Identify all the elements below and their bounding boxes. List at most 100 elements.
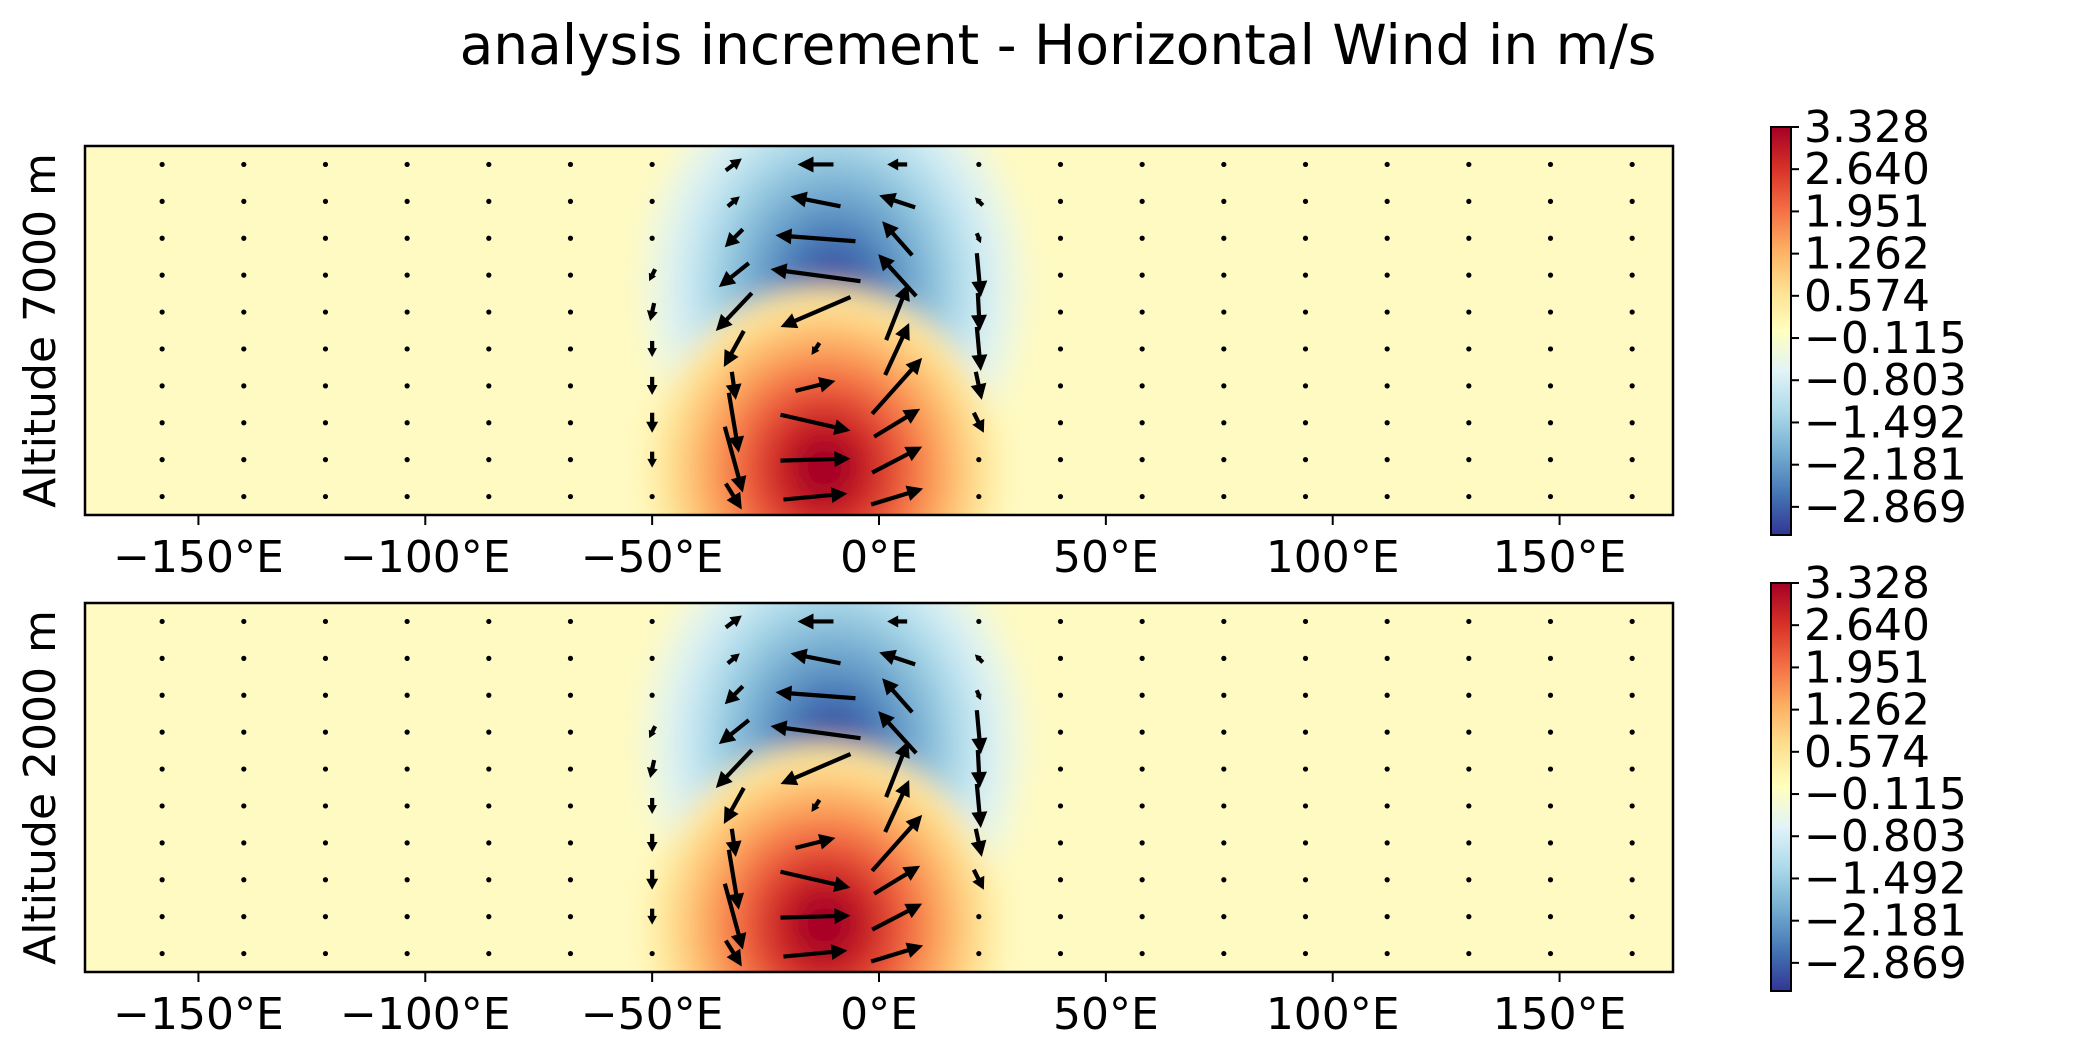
wind-vector-calm xyxy=(1303,766,1308,771)
wind-vector-calm xyxy=(1303,383,1308,388)
wind-vector-calm xyxy=(1548,162,1553,167)
wind-vector-calm xyxy=(323,656,328,661)
wind-vector-calm xyxy=(241,346,246,351)
wind-vector-calm xyxy=(1303,420,1308,425)
wind-vector-calm xyxy=(160,309,165,314)
wind-vector-calm xyxy=(486,494,491,499)
wind-vector-calm xyxy=(1466,273,1471,278)
wind-vector-calm xyxy=(1058,457,1063,462)
wind-vector-calm xyxy=(1058,199,1063,204)
wind-vector-calm xyxy=(323,457,328,462)
wind-vector-calm xyxy=(1221,951,1226,956)
wind-vector-calm xyxy=(1058,914,1063,919)
wind-vector-calm xyxy=(1385,309,1390,314)
wind-vector-calm xyxy=(1630,199,1635,204)
wind-vector-calm xyxy=(1140,803,1145,808)
wind-vector-calm xyxy=(1630,619,1635,624)
wind-vector-calm xyxy=(1058,383,1063,388)
wind-vector-calm xyxy=(1548,766,1553,771)
wind-vector-calm xyxy=(486,383,491,388)
wind-vector-calm xyxy=(160,457,165,462)
wind-vector-calm xyxy=(323,494,328,499)
wind-vector-calm xyxy=(160,877,165,882)
wind-vector-calm xyxy=(1140,383,1145,388)
wind-vector-calm xyxy=(1466,199,1471,204)
wind-vector-calm xyxy=(1385,619,1390,624)
wind-vector-calm xyxy=(405,457,410,462)
wind-vector-calm xyxy=(1303,162,1308,167)
wind-vector-calm xyxy=(568,730,573,735)
wind-vector-calm xyxy=(1385,693,1390,698)
wind-vector-calm xyxy=(160,656,165,661)
wind-vector-calm xyxy=(1466,383,1471,388)
wind-vector-calm xyxy=(1058,346,1063,351)
wind-vector-calm xyxy=(160,383,165,388)
wind-vector-calm xyxy=(1140,199,1145,204)
wind-vector-calm xyxy=(1466,457,1471,462)
wind-vector-calm xyxy=(1385,840,1390,845)
wind-vector-calm xyxy=(1466,840,1471,845)
wind-vector-calm xyxy=(405,840,410,845)
wind-vector-calm xyxy=(1385,346,1390,351)
wind-vector-calm xyxy=(1140,420,1145,425)
wind-vector-calm xyxy=(1385,730,1390,735)
wind-vector-calm xyxy=(486,162,491,167)
wind-vector-calm xyxy=(650,619,655,624)
wind-vector-calm xyxy=(1548,346,1553,351)
wind-vector-calm xyxy=(1630,162,1635,167)
wind-vector-calm xyxy=(241,656,246,661)
wind-vector-calm xyxy=(160,236,165,241)
wind-vector-calm xyxy=(1221,236,1226,241)
wind-vector-calm xyxy=(1303,730,1308,735)
wind-vector-calm xyxy=(160,766,165,771)
wind-vector-calm xyxy=(405,199,410,204)
wind-vector-calm xyxy=(568,273,573,278)
wind-vector-calm xyxy=(1466,656,1471,661)
x-tick-label: 100°E xyxy=(1266,532,1400,583)
wind-vector-calm xyxy=(1385,914,1390,919)
wind-vector-calm xyxy=(241,162,246,167)
wind-vector-calm xyxy=(1058,877,1063,882)
wind-vector-calm xyxy=(323,273,328,278)
wind-vector-calm xyxy=(323,877,328,882)
wind-vector-calm xyxy=(486,877,491,882)
wind-vector-calm xyxy=(568,309,573,314)
wind-vector-calm xyxy=(323,346,328,351)
wind-vector-calm xyxy=(650,656,655,661)
wind-vector-calm xyxy=(1140,877,1145,882)
wind-vector-calm xyxy=(1466,730,1471,735)
wind-vector-calm xyxy=(486,656,491,661)
wind-vector-calm xyxy=(1630,494,1635,499)
wind-vector-calm xyxy=(160,840,165,845)
wind-vector-calm xyxy=(568,162,573,167)
wind-vector-calm xyxy=(323,619,328,624)
wind-vector-calm xyxy=(1385,420,1390,425)
wind-vector-calm xyxy=(160,914,165,919)
wind-vector-calm xyxy=(241,951,246,956)
wind-vector-calm xyxy=(976,162,981,167)
wind-vector-calm xyxy=(323,383,328,388)
wind-vector-calm xyxy=(241,383,246,388)
wind-vector-calm xyxy=(1303,693,1308,698)
wind-vector-calm xyxy=(241,309,246,314)
wind-vector-calm xyxy=(241,730,246,735)
colorbar-tick-label: −2.869 xyxy=(1804,938,1967,989)
wind-vector-calm xyxy=(1058,951,1063,956)
wind-vector-calm xyxy=(160,693,165,698)
wind-vector-calm xyxy=(1140,494,1145,499)
wind-vector-calm xyxy=(1140,766,1145,771)
wind-vector-calm xyxy=(568,457,573,462)
wind-vector-calm xyxy=(976,914,981,919)
wind-vector-calm xyxy=(1385,236,1390,241)
wind-vector-calm xyxy=(405,236,410,241)
wind-vector-calm xyxy=(1385,457,1390,462)
wind-vector-calm xyxy=(405,273,410,278)
wind-vector-calm xyxy=(241,766,246,771)
wind-vector-calm xyxy=(568,619,573,624)
wind-vector-calm xyxy=(1221,309,1226,314)
wind-vector-calm xyxy=(1548,309,1553,314)
wind-vector-calm xyxy=(1548,383,1553,388)
panel-2: −150°E −100°E −50°E 0°E 50°E 100°E 150°EAltitu… xyxy=(15,517,1967,1050)
wind-vector-calm xyxy=(1303,914,1308,919)
wind-vector-calm xyxy=(405,914,410,919)
